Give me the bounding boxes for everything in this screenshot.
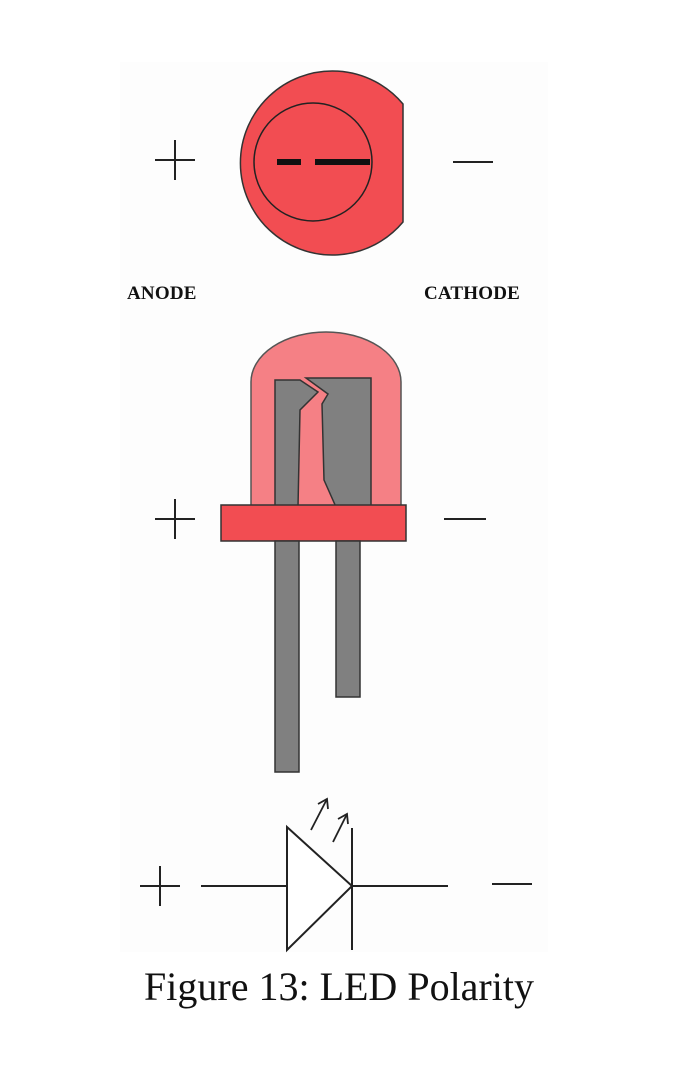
cathode-lead [335,540,361,698]
led-side-view [220,331,407,773]
anode-label: ANODE [127,283,197,304]
cathode-anvil [303,377,372,508]
led-flange [220,504,407,542]
cathode-label: CATHODE [424,283,520,304]
led-schematic-symbol [201,797,448,953]
anode-mark [277,159,301,165]
diode-triangle [286,824,354,953]
plus-sign-side [155,499,195,539]
figure-caption: Figure 13: LED Polarity [144,964,534,1009]
led-top-view [239,70,404,256]
cathode-mark [315,159,370,165]
plus-sign-top [155,140,195,180]
light-arrows-icon [310,797,349,843]
plus-sign-schematic [140,866,180,906]
led-top-inner-ring [253,102,373,222]
anode-lead [274,540,300,773]
